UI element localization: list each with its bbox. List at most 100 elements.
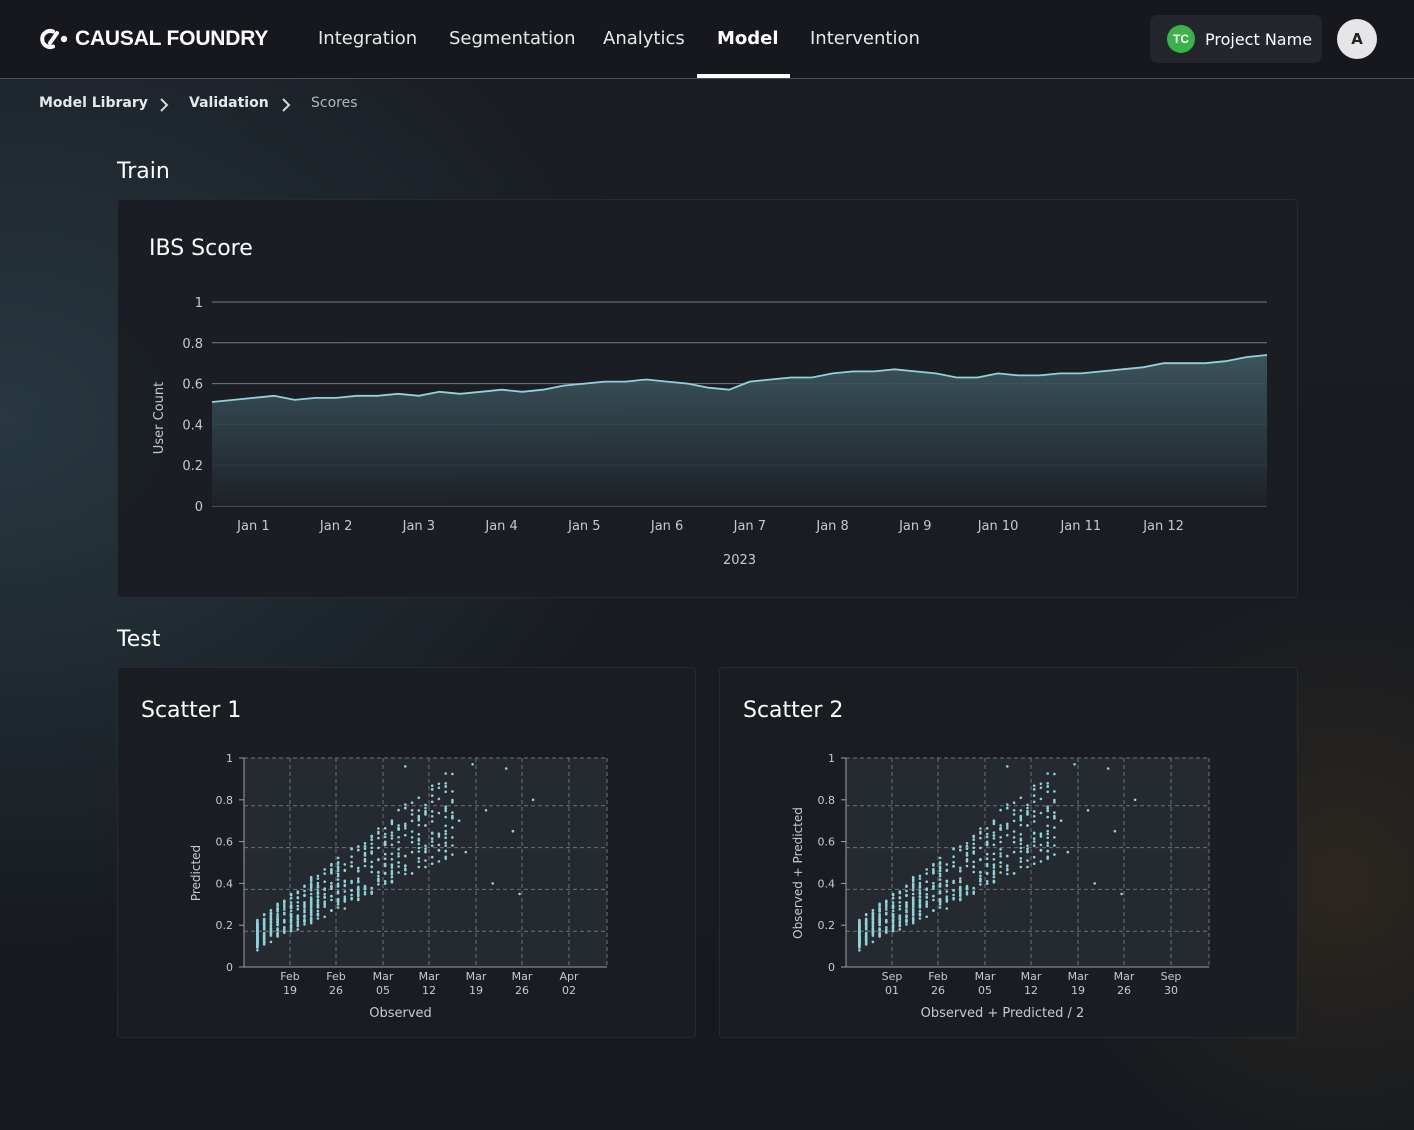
scatter-point: [891, 921, 895, 924]
scatter-point: [262, 923, 266, 926]
scatter-point: [952, 898, 955, 901]
x-tick-label: Jan 9: [898, 519, 931, 534]
scatter-point: [1032, 810, 1036, 813]
scatter-point: [938, 890, 942, 893]
nav-intervention[interactable]: Intervention: [810, 28, 920, 49]
scatter-point: [262, 935, 266, 939]
scatter-point: [343, 890, 347, 893]
scatter-point: [898, 901, 902, 904]
scatter-point: [1026, 803, 1029, 807]
nav-segmentation[interactable]: Segmentation: [449, 28, 576, 49]
scatter-point: [303, 889, 306, 893]
scatter-point: [911, 921, 915, 925]
scatter-point: [390, 819, 394, 822]
scatter-point: [945, 895, 949, 898]
scatter-point: [985, 857, 989, 860]
scatter-point: [424, 849, 427, 853]
scatter-point: [269, 932, 273, 935]
y-axis-label: Predicted: [189, 845, 203, 901]
scatter-point: [1046, 815, 1049, 819]
scatter-point: [451, 772, 454, 776]
scatter-point: [269, 927, 273, 931]
user-avatar[interactable]: A: [1337, 19, 1377, 59]
scatter-point: [905, 923, 908, 926]
scatter-point: [256, 926, 259, 929]
scatter-point: [959, 894, 962, 897]
scatter-point: [985, 864, 989, 868]
scatter-point: [864, 928, 868, 931]
nav-model[interactable]: Model: [717, 28, 779, 49]
x-tick-label: Apr 02: [559, 970, 579, 997]
test-section-title: Test: [117, 627, 161, 652]
scatter-point: [985, 880, 989, 883]
scatter-point: [309, 899, 313, 903]
scatter-point: [424, 824, 427, 827]
scatter-point: [1046, 785, 1049, 788]
scatter-point: [370, 865, 373, 868]
scatter-point: [323, 872, 326, 875]
scatter-point: [330, 909, 333, 912]
scatter-point: [1053, 836, 1056, 839]
scatter-point: [397, 865, 400, 868]
scatter-point: [309, 889, 313, 892]
scatter-point: [878, 935, 881, 938]
x-tick-label: Feb 19: [280, 970, 299, 997]
breadcrumb-model-library[interactable]: Model Library: [39, 95, 148, 111]
scatter-point: [336, 882, 340, 885]
scatter-point: [363, 857, 367, 861]
scatter-point: [965, 864, 969, 868]
project-selector-button[interactable]: TC Project Name: [1150, 15, 1322, 63]
scatter-point: [336, 890, 340, 893]
nav-integration[interactable]: Integration: [318, 28, 418, 49]
scatter-point: [898, 891, 902, 894]
scatter-point: [437, 843, 441, 847]
scatter-point: [999, 808, 1002, 812]
scatter-point: [336, 878, 340, 881]
scatter-point: [938, 900, 942, 904]
scatter-point: [370, 870, 373, 874]
scatter-point: [296, 904, 300, 908]
scatter-point: [911, 906, 915, 909]
breadcrumb-validation[interactable]: Validation: [189, 95, 269, 111]
scatter-point: [1039, 797, 1043, 801]
scatter-point: [444, 809, 448, 813]
scatter-point: [932, 885, 935, 889]
scatter-point: [992, 843, 996, 847]
breadcrumb-scores: Scores: [311, 95, 358, 111]
scatter-point: [871, 909, 875, 912]
scatter-point: [316, 912, 320, 916]
plot-area: [244, 758, 607, 967]
scatter-point: [891, 892, 895, 896]
top-navigation: CAUSAL FOUNDRY Integration Segmentation …: [0, 0, 1414, 79]
scatter-point: [269, 913, 273, 916]
scatter-point: [878, 917, 881, 921]
scatter-point: [437, 835, 441, 838]
scatter-point: [276, 920, 279, 923]
scatter-point: [911, 902, 915, 906]
scatter-point: [952, 893, 955, 897]
scatter-point: [965, 853, 969, 857]
scatter-point: [289, 909, 293, 913]
scatter-point: [959, 869, 962, 872]
scatter-point: [864, 935, 868, 939]
nav-analytics[interactable]: Analytics: [603, 28, 685, 49]
scatter-point: [885, 908, 888, 911]
ibs-score-chart: 0 0.2 0.4 0.6 0.8 1 Jan 1 Jan 2 Jan 3 Jan 4 Jan 5 J…: [152, 296, 1268, 568]
brand-logo[interactable]: CAUSAL FOUNDRY: [38, 26, 268, 52]
scatter-point: [363, 864, 367, 868]
scatter-point: [417, 839, 421, 842]
scatter-point: [1019, 815, 1023, 819]
scatter-point: [430, 832, 434, 835]
y-tick-label: 1: [195, 296, 203, 311]
scatter-point: [965, 884, 969, 888]
scatter-point: [390, 866, 394, 869]
scatter-point: [1019, 865, 1023, 869]
scatter-point: [404, 854, 407, 858]
scatter-point: [1012, 836, 1016, 839]
scatter-point: [864, 913, 868, 917]
scatter-point: [878, 927, 881, 930]
scatter-point: [972, 865, 975, 868]
scatter-point: [350, 861, 353, 864]
x-tick-label: Mar 26: [512, 970, 533, 997]
scatter-point: [330, 885, 333, 889]
